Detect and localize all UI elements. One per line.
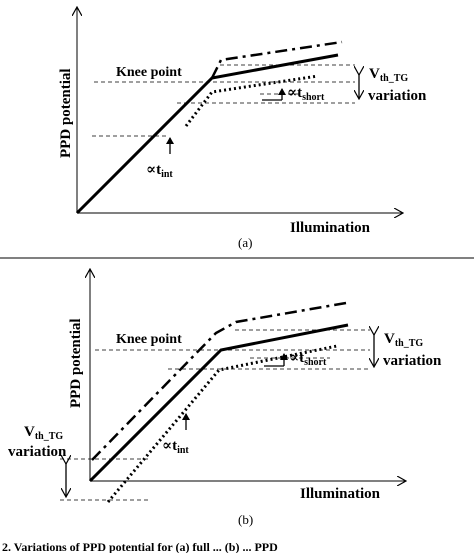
- knee-point-label: Knee point: [116, 65, 182, 80]
- panel-b: ∝tint ∝tshort Vth_TG variation Vth_TG va…: [8, 270, 442, 527]
- t-short-label: ∝tshort: [287, 85, 325, 103]
- t-short-label: ∝tshort: [289, 350, 327, 368]
- dashdot-curve: [91, 301, 347, 461]
- y-axis-label: PPD potential: [58, 68, 74, 158]
- dashdot-curve: [210, 40, 343, 79]
- figure-caption-fragment: 2. Variations of PPD potential for (a) f…: [2, 540, 278, 553]
- variation-label: variation: [368, 88, 427, 104]
- caption-b: (b): [238, 512, 253, 527]
- x-axis-label: Illumination: [300, 486, 381, 502]
- t-int-label: ∝tint: [162, 438, 189, 456]
- vth-label: Vth_TG: [384, 331, 423, 349]
- vth-left-label: Vth_TG: [24, 424, 63, 442]
- variation-label: variation: [383, 353, 442, 369]
- caption-a: (a): [238, 235, 252, 250]
- knee-point-label: Knee point: [116, 332, 182, 347]
- panel-a: ∝tint ∝tshort Vth_TG variation Knee poin…: [58, 8, 427, 250]
- t-int-label: ∝tint: [146, 162, 173, 180]
- vth-label: Vth_TG: [369, 66, 408, 84]
- variation-left-label: variation: [8, 444, 67, 460]
- x-axis-label: Illumination: [290, 220, 371, 236]
- guide-lines: [60, 329, 370, 501]
- y-axis-label: PPD potential: [68, 318, 84, 408]
- solid-curve: [88, 323, 349, 483]
